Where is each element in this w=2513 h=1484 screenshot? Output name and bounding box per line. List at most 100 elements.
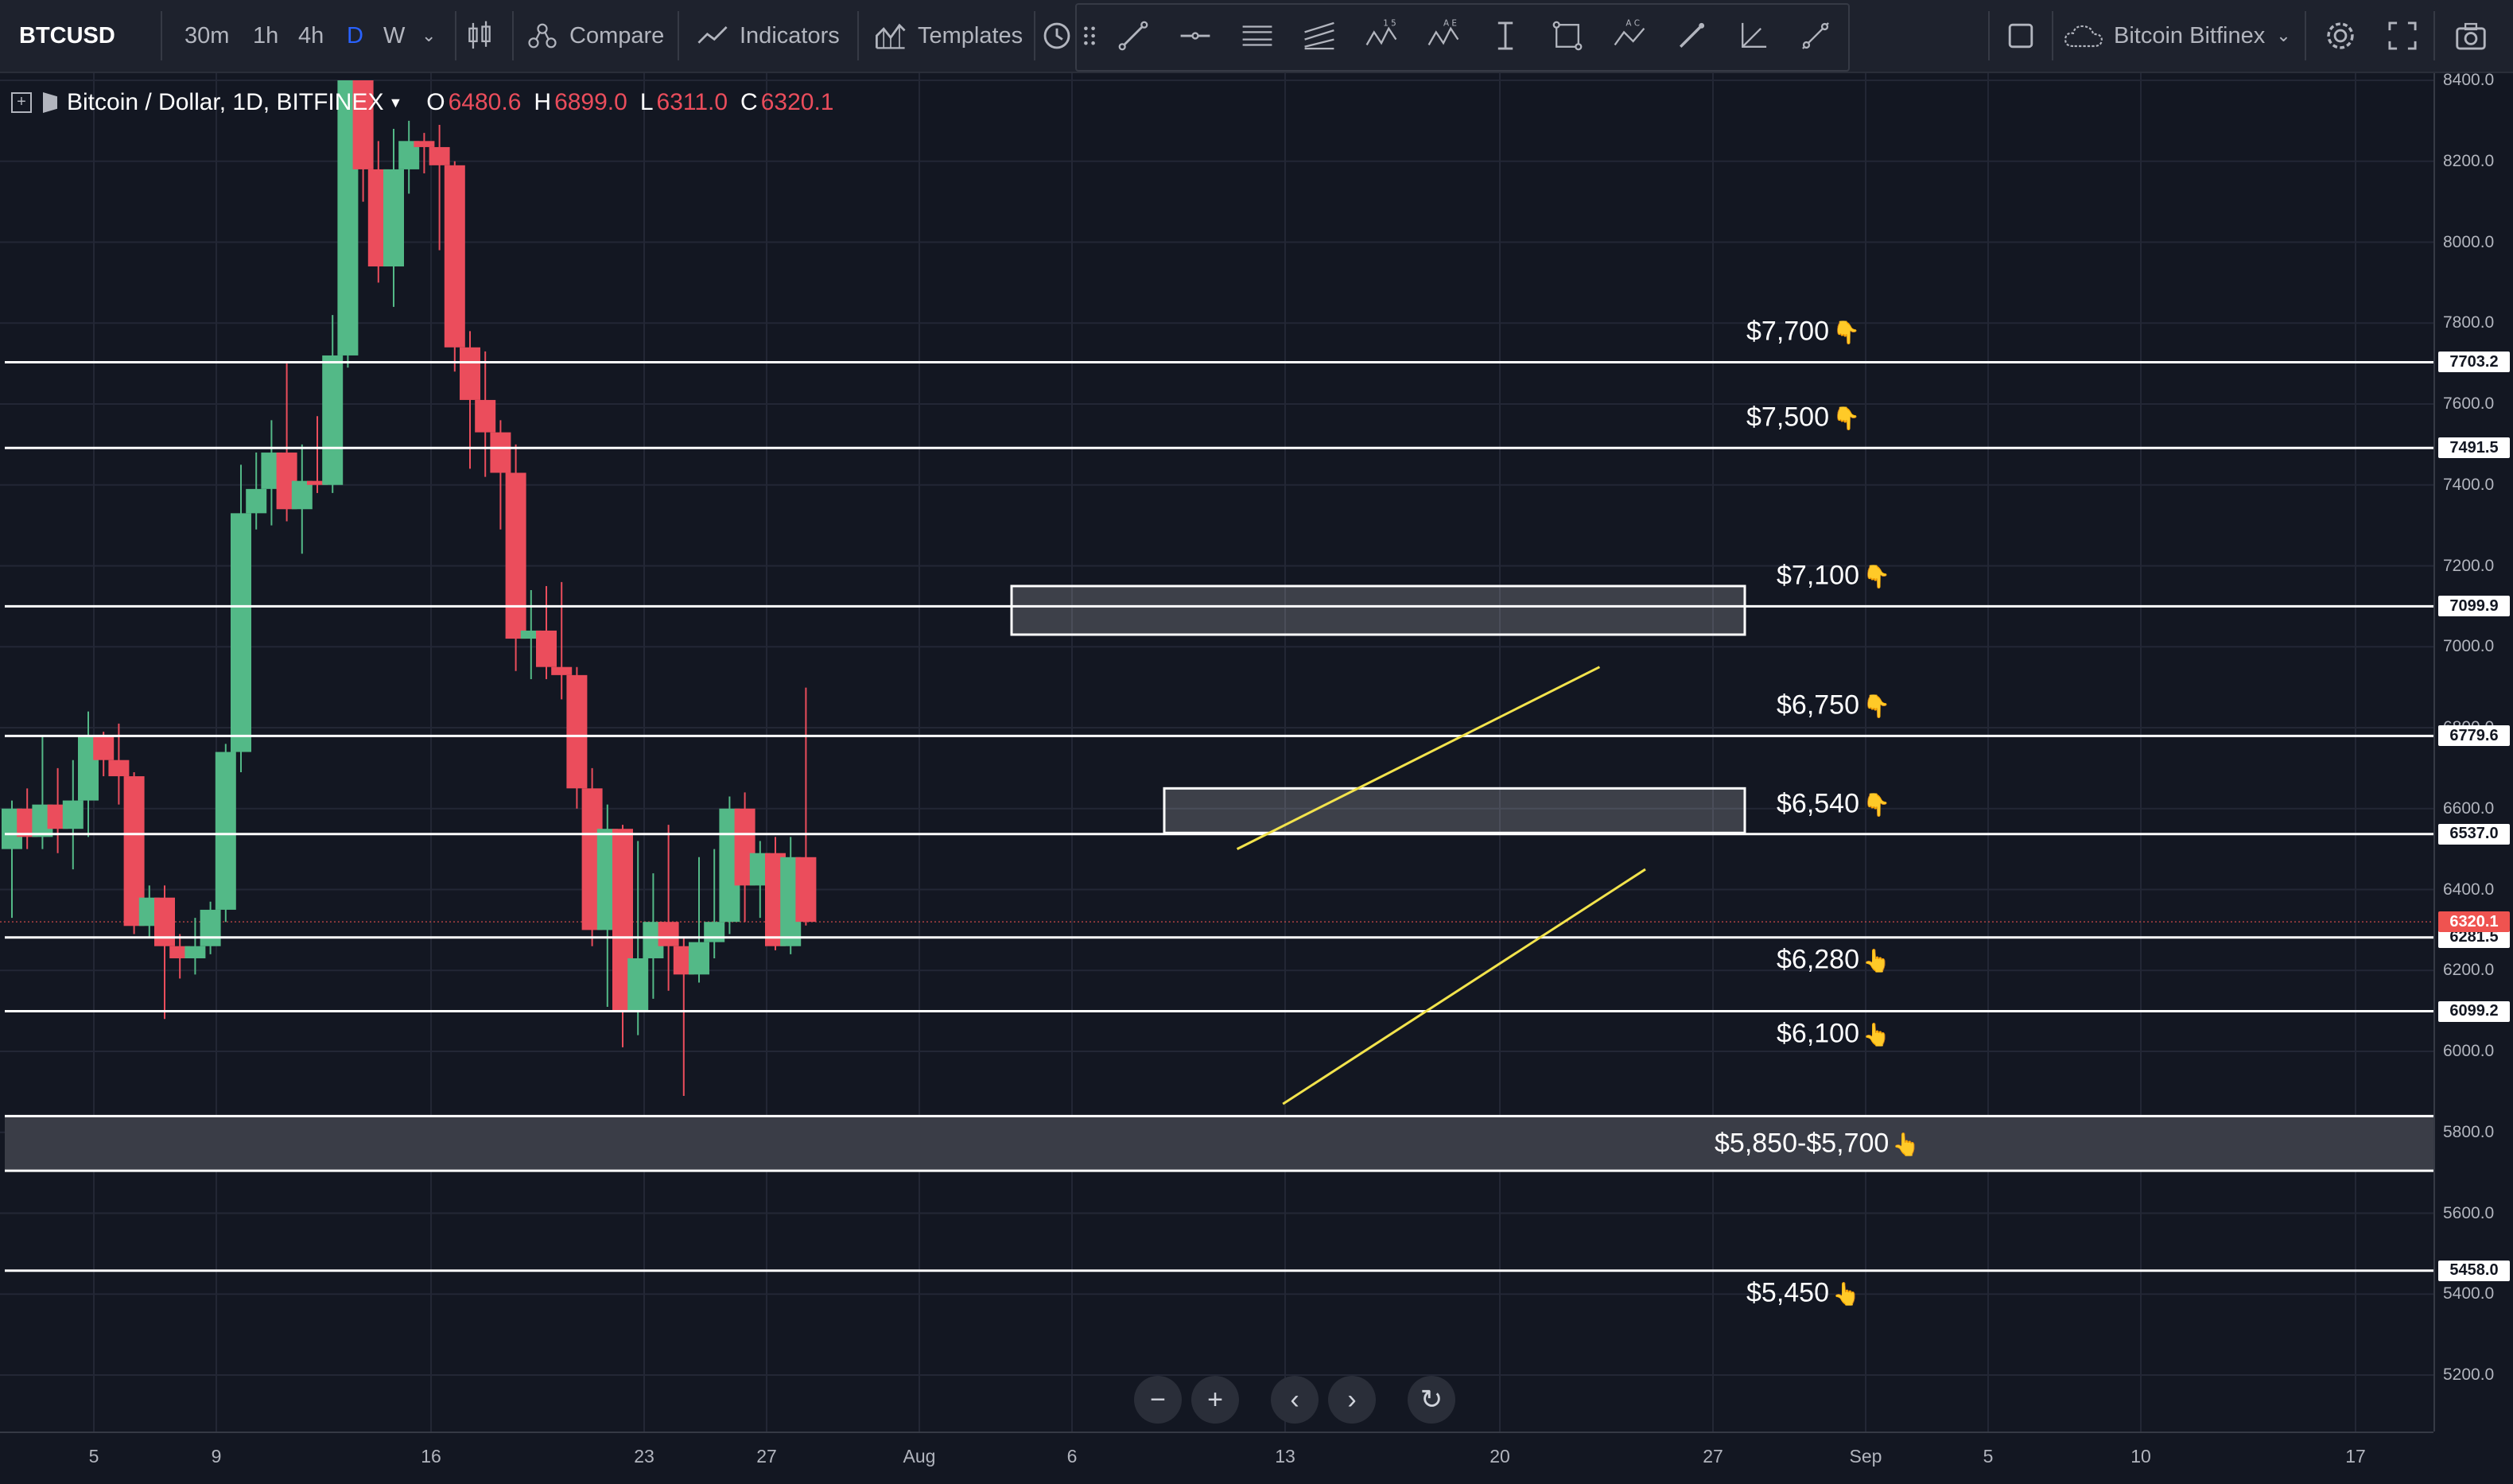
legend-low-label: L [639,89,654,115]
trend-line-icon[interactable] [1104,8,1163,64]
compare-label: Compare [569,22,665,49]
level-label: $6,750 👇 [1777,690,1890,721]
abcd-pattern-icon[interactable]: A C [1600,8,1659,64]
price-tick-label: 6000.0 [2443,1042,2495,1060]
scroll-left-button[interactable]: ‹ [1271,1376,1319,1424]
indicators-label: Indicators [740,22,840,49]
legend-expand-icon[interactable]: + [11,92,32,113]
rectangle-icon[interactable] [1538,8,1597,64]
hand-down-icon: 👇 [1862,792,1890,818]
horizontal-line-icon[interactable] [1166,8,1225,64]
zoom-out-button[interactable]: − [1134,1376,1182,1424]
candle-up [246,488,267,514]
candle-up [322,355,344,485]
legend-chevron-down-icon[interactable]: ▼ [388,94,403,111]
fullscreen-rect-icon[interactable] [1991,8,2050,64]
compare-button[interactable]: Compare [525,0,664,72]
price-tick-label: 6200.0 [2443,961,2495,980]
candle-up [200,909,221,946]
xabcd-pattern-icon[interactable]: 1 5 [1352,8,1411,64]
hand-down-icon: 👇 [1862,564,1890,589]
parallel-channel-icon[interactable] [1228,8,1287,64]
hand-up-icon: 👆 [1832,1281,1860,1307]
support-zone [5,1116,2433,1171]
trendline [1236,666,1601,850]
legend-title[interactable]: Bitcoin / Dollar, 1D, BITFINEX [67,89,384,115]
price-level-tag: 6099.2 [2438,1000,2510,1022]
reset-chart-button[interactable]: ↻ [1408,1376,1455,1424]
drag-handle-icon[interactable] [1074,8,1105,64]
time-tick-label: 5 [1983,1446,1994,1467]
reset-icon: ↻ [1420,1385,1443,1415]
toolbar-divider [2433,11,2435,60]
time-tick-label: 17 [2345,1446,2366,1467]
price-level-tag: 7703.2 [2438,352,2510,373]
scroll-right-button[interactable]: › [1328,1376,1376,1424]
toolbar-divider [1988,11,1990,60]
price-tick-label: 8400.0 [2443,71,2495,89]
hand-up-icon: 👆 [1892,1132,1921,1157]
expand-icon[interactable] [2373,8,2432,64]
indicators-button[interactable]: Indicators [695,0,840,72]
toolbar-divider [161,11,162,60]
candle-down [475,399,496,433]
brush-icon[interactable] [1662,8,1721,64]
time-axis[interactable]: 5 9 16 23 27 Aug 6 13 20 27 Sep 5 10 17 [0,1432,2433,1484]
hand-down-icon: 👇 [1832,406,1860,431]
pitchfork-icon[interactable] [1290,8,1349,64]
interval-1h[interactable]: 1h [253,22,279,49]
symbol-search[interactable]: BTCUSD [19,22,115,49]
candle-down [658,922,679,946]
price-tick-label: 5400.0 [2443,1284,2495,1303]
templates-label: Templates [918,22,1023,49]
legend-high-value: 6899.0 [554,89,627,115]
time-tick-label: Sep [1849,1446,1882,1467]
zone-label: $5,850-$5,700 👆 [1715,1128,1920,1159]
gear-icon[interactable] [2311,8,2370,64]
hand-down-icon: 👇 [1832,320,1860,345]
price-level-tag: 5458.0 [2438,1260,2510,1281]
candle-down [414,141,435,147]
legend-high-label: H [534,89,552,115]
exchange-selector[interactable]: Bitcoin Bitfinex ⌄ [2063,0,2291,72]
text-cursor-icon[interactable] [1476,8,1535,64]
interval-dropdown-icon[interactable]: ⌄ [421,25,437,45]
templates-button[interactable]: Templates [873,0,1023,72]
rectangles [1010,585,1746,834]
time-tick-label: 23 [634,1446,654,1467]
candle-down [536,630,557,667]
svg-text:A C: A C [1625,18,1640,28]
plus-icon: + [1207,1384,1223,1415]
price-tick-label: 5800.0 [2443,1122,2495,1141]
symbol-logo [43,92,57,113]
compare-icon [528,23,557,49]
level-label: $6,100 👆 [1777,1018,1890,1049]
chart-zones [0,921,2433,1172]
chart-style-candles-icon[interactable] [450,8,509,64]
candle-down [108,759,130,777]
measure-icon[interactable] [1724,8,1783,64]
zoom-in-button[interactable]: + [1191,1376,1239,1424]
top-toolbar: BTCUSD 30m 1h 4h D W ⌄ Compare Indicator… [0,0,2513,73]
time-tick-label: 10 [2130,1446,2151,1467]
price-tick-label: 6600.0 [2443,798,2495,818]
level-label-text: $7,700 [1746,316,1829,347]
interval-d[interactable]: D [347,22,363,49]
chart-grid [0,73,2433,1432]
camera-icon[interactable] [2441,8,2500,64]
price-tick-label: 5200.0 [2443,1366,2495,1384]
interval-w[interactable]: W [383,22,406,49]
interval-30m[interactable]: 30m [184,22,230,49]
level-label-text: $5,450 [1746,1277,1829,1308]
interval-4h[interactable]: 4h [298,22,324,49]
elliott-wave-icon[interactable]: A E [1414,8,1473,64]
toolbar-divider [857,11,859,60]
price-axis[interactable]: 8400.0 8200.0 8000.0 7800.0 7600.0 7400.0 7200… [2433,71,2513,1432]
price-chart[interactable] [0,73,2433,1432]
price-tick-label: 7600.0 [2443,394,2495,413]
toolbar-divider [678,11,679,60]
ruler-icon[interactable] [1786,8,1845,64]
candle-up [215,752,236,910]
alert-clock-icon[interactable] [1037,8,1077,64]
level-label: $6,540 👇 [1777,788,1890,819]
